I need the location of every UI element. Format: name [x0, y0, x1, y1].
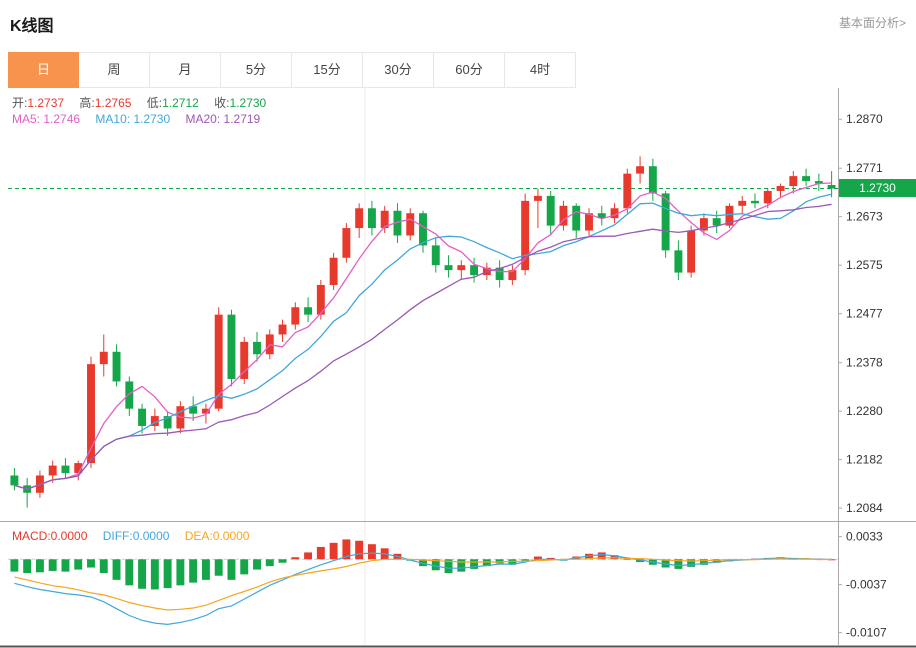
- ma20-value: 1.2719: [223, 112, 261, 126]
- svg-text:1.2575: 1.2575: [846, 258, 883, 272]
- low-readout: 低:1.2712: [147, 96, 199, 110]
- tab-日[interactable]: 日: [8, 52, 79, 88]
- macd-legend: MACD:0.0000 DIFF:0.0000 DEA:0.0000: [12, 529, 261, 543]
- svg-text:1.2182: 1.2182: [846, 453, 883, 467]
- open-readout: 开:1.2737: [12, 96, 64, 110]
- ma20-readout: MA20: 1.2719: [185, 112, 260, 126]
- ma5-readout: MA5: 1.2746: [12, 112, 80, 126]
- ma20-label: MA20:: [185, 112, 221, 126]
- diff-label: DIFF:: [102, 529, 133, 543]
- high-value: 1.2765: [94, 96, 132, 110]
- ma10-readout: MA10: 1.2730: [95, 112, 170, 126]
- dea-label: DEA:: [184, 529, 213, 543]
- tab-月[interactable]: 月: [150, 52, 221, 88]
- ma5-label: MA5:: [12, 112, 41, 126]
- tab-周[interactable]: 周: [79, 52, 150, 88]
- ma10-value: 1.2730: [133, 112, 171, 126]
- close-label: 收:: [214, 96, 230, 110]
- svg-text:1.2771: 1.2771: [846, 161, 883, 175]
- close-readout: 收:1.2730: [214, 96, 266, 110]
- tab-30分[interactable]: 30分: [363, 52, 434, 88]
- timeframe-tabs: 日周月 5分 15分 30分 60分 4时: [8, 52, 916, 88]
- close-value: 1.2730: [229, 96, 267, 110]
- ohlc-legend: 开:1.2737 高:1.2765 低:1.2712 收:1.2730: [12, 94, 278, 111]
- macd-value: 0.0000: [50, 529, 88, 543]
- chart-area: 1.2870 1.2771 1.2673 1.2575 1.2477 1.2378 1.22…: [0, 88, 916, 648]
- fundamental-analysis-link[interactable]: 基本面分析>: [838, 16, 906, 30]
- ma-legend: MA5: 1.2746 MA10: 1.2730 MA20: 1.2719: [12, 112, 272, 126]
- svg-text:-0.0037: -0.0037: [846, 578, 887, 592]
- svg-text:1.2084: 1.2084: [846, 501, 883, 515]
- low-label: 低:: [146, 96, 163, 110]
- svg-text:1.2280: 1.2280: [846, 404, 883, 418]
- tab-60分[interactable]: 60分: [434, 52, 505, 88]
- open-label: 开:: [12, 96, 28, 110]
- kline-chart[interactable]: 1.2870 1.2771 1.2673 1.2575 1.2477 1.2378 1.22…: [0, 88, 916, 648]
- header: K线图 基本面分析>: [0, 0, 916, 52]
- high-label: 高:: [79, 96, 95, 110]
- high-readout: 高:1.2765: [79, 96, 131, 110]
- current-price-tag: 1.2730: [839, 179, 916, 197]
- tab-15分[interactable]: 15分: [292, 52, 363, 88]
- macd-readout: MACD:0.0000: [12, 529, 87, 543]
- svg-text:-0.0107: -0.0107: [846, 626, 887, 640]
- page-title: K线图: [10, 18, 54, 35]
- tab-5分[interactable]: 5分: [221, 52, 292, 88]
- low-value: 1.2712: [162, 96, 199, 110]
- svg-text:1.2477: 1.2477: [846, 307, 883, 321]
- open-value: 1.2737: [27, 96, 65, 110]
- diff-value: 0.0000: [132, 529, 170, 543]
- dea-value: 0.0000: [212, 529, 250, 543]
- ma10-label: MA10:: [95, 112, 131, 126]
- svg-text:0.0033: 0.0033: [846, 530, 883, 544]
- svg-text:1.2673: 1.2673: [846, 210, 883, 224]
- svg-text:1.2378: 1.2378: [846, 356, 883, 370]
- diff-readout: DIFF:0.0000: [103, 529, 170, 543]
- tab-4时[interactable]: 4时: [505, 52, 576, 88]
- dea-readout: DEA:0.0000: [185, 529, 250, 543]
- ma5-value: 1.2746: [43, 112, 81, 126]
- macd-label: MACD:: [12, 529, 51, 543]
- svg-text:1.2870: 1.2870: [846, 112, 883, 126]
